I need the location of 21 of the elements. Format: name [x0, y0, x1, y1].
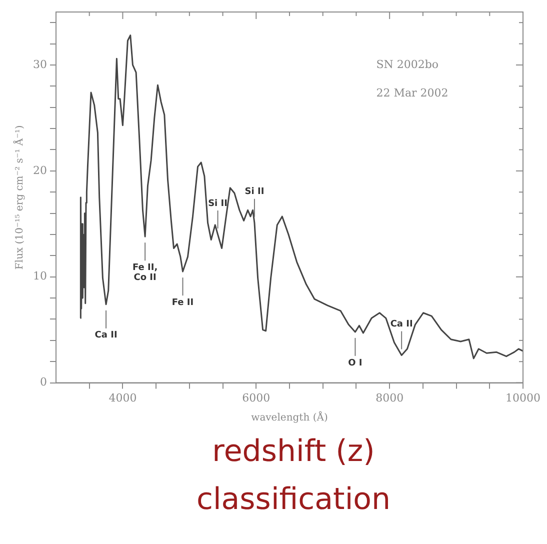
text: classification: [195, 481, 392, 519]
x-tick-label: 10000: [506, 391, 540, 404]
x-tick-label: 4000: [108, 391, 137, 404]
annotation: Si II: [208, 198, 228, 209]
y-tick-label: 30: [32, 58, 47, 71]
annotation: Fe II: [172, 298, 194, 308]
text: redshift (z): [211, 433, 376, 471]
text: SN 2002bo: [376, 58, 439, 71]
annotation: Ca II: [94, 330, 118, 341]
annotation: O I: [348, 358, 362, 368]
annotation: Ca II: [390, 320, 413, 330]
y-axis-title: Flux (10⁻¹⁵ erg cm⁻² s⁻¹ Å⁻¹): [12, 125, 26, 270]
annotation: Fe II, Co II: [132, 262, 158, 283]
y-tick-label: 0: [40, 376, 47, 389]
y-tick-label: 20: [32, 164, 47, 177]
text: 22 Mar 2002: [376, 86, 448, 100]
annotation: Si II: [244, 187, 264, 198]
x-tick-label: 8000: [376, 391, 404, 404]
y-tick-label: 10: [32, 270, 47, 283]
x-axis-title: wavelength (Å): [251, 410, 328, 424]
x-tick-label: 6000: [242, 391, 270, 404]
